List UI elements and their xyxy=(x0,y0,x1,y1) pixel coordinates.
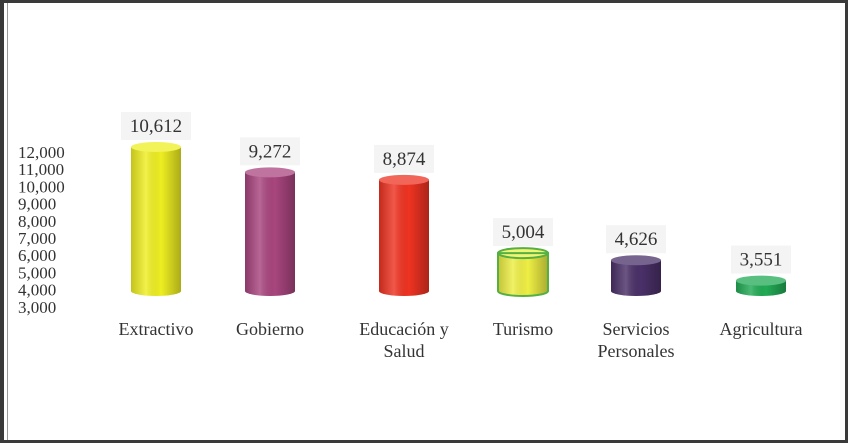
x-tick-label: Turismo xyxy=(493,319,553,339)
bar-shading xyxy=(245,172,295,296)
data-label: 5,004 xyxy=(493,218,553,247)
y-tick-label: 11,000 xyxy=(18,160,64,179)
bar-extractivo xyxy=(131,142,181,296)
x-tick-label: Agricultura xyxy=(720,319,803,339)
x-axis: Extractivo Gobierno Educación y Salud Turism… xyxy=(119,319,803,361)
data-label-text: 8,874 xyxy=(383,149,426,170)
bar-top-outline xyxy=(497,247,549,260)
y-axis: 12,00011,00010,0009,0008,0007,0006,0005,… xyxy=(18,143,65,317)
data-label: 4,626 xyxy=(606,225,666,254)
bar-shading xyxy=(379,179,429,296)
value-labels: 10,612 9,272 8,874 5,004 4,626 3,551 xyxy=(121,112,791,274)
bar-top xyxy=(131,142,181,152)
bars xyxy=(131,142,786,297)
y-tick-label: 12,000 xyxy=(18,143,65,162)
data-label-box xyxy=(240,137,300,166)
data-label-text: 3,551 xyxy=(740,250,783,271)
data-label-box xyxy=(121,112,191,140)
bar-agricultura xyxy=(736,275,786,296)
bar-turismo xyxy=(497,247,549,297)
y-tick-label: 3,000 xyxy=(18,298,56,317)
bar-shading xyxy=(131,147,181,296)
y-tick-label: 5,000 xyxy=(18,263,56,282)
x-tick-label: Extractivo xyxy=(119,319,194,339)
bar-top xyxy=(611,255,661,266)
x-tick-label: Servicios Personales xyxy=(598,319,675,361)
bar-gobierno xyxy=(245,167,295,296)
data-label: 8,874 xyxy=(374,144,434,173)
data-label-text: 9,272 xyxy=(249,141,292,162)
y-tick-label: 9,000 xyxy=(18,195,56,214)
data-label-box xyxy=(374,144,434,173)
data-label: 3,551 xyxy=(731,245,791,274)
data-label: 10,612 xyxy=(121,112,191,140)
data-label-box xyxy=(493,218,553,247)
y-tick-label: 6,000 xyxy=(18,246,56,265)
bar-top xyxy=(245,167,295,178)
y-tick-label: 10,000 xyxy=(18,177,65,196)
bar-servicios-personales xyxy=(611,255,661,296)
y-tick-label: 8,000 xyxy=(18,212,56,231)
data-label-box xyxy=(606,225,666,254)
data-label-text: 10,612 xyxy=(130,116,182,137)
bar-shading xyxy=(611,260,661,296)
data-label: 9,272 xyxy=(240,137,300,166)
x-tick-label: Educación y Salud xyxy=(359,319,448,361)
bar-educacion-y-salud xyxy=(379,174,429,296)
bar-top xyxy=(736,275,786,286)
bar-outline xyxy=(497,252,549,297)
data-label-box xyxy=(731,245,791,274)
data-label-text: 4,626 xyxy=(615,229,658,250)
x-tick-label: Gobierno xyxy=(236,319,304,339)
frame-inner-edge xyxy=(7,3,8,440)
data-label-text: 5,004 xyxy=(502,222,545,243)
bar-top xyxy=(379,174,429,185)
y-tick-label: 7,000 xyxy=(18,229,56,248)
y-tick-label: 4,000 xyxy=(18,281,56,300)
bar-shading xyxy=(498,253,548,296)
